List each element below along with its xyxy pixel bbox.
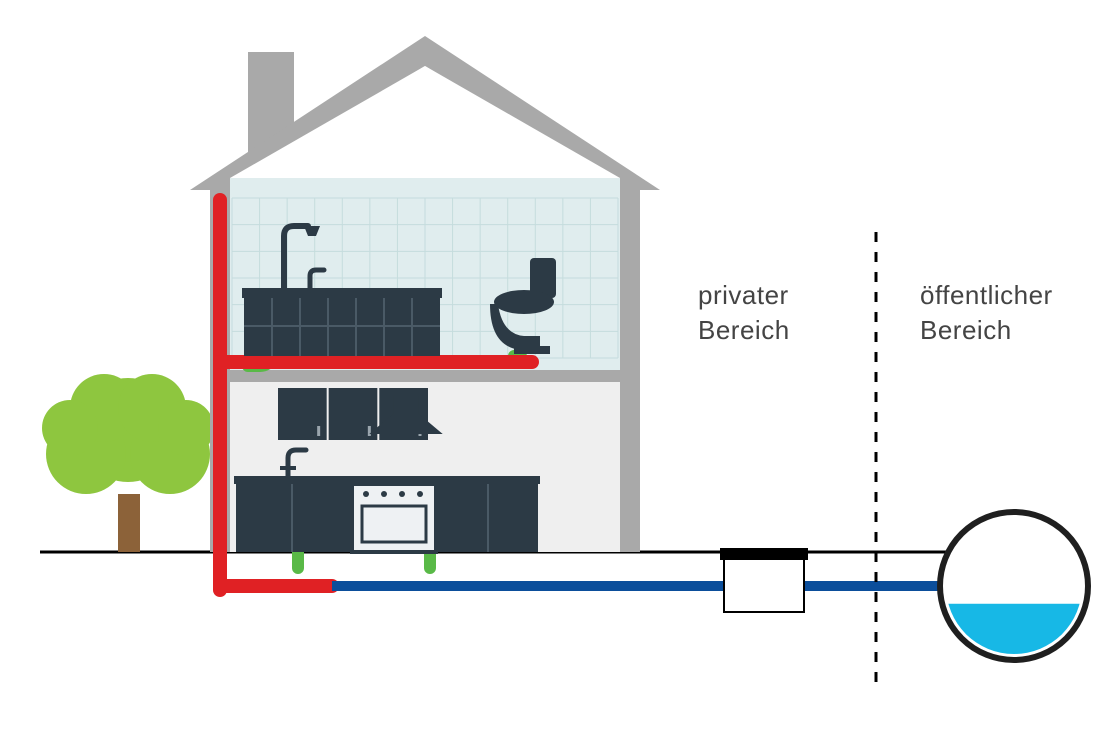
upper-cabinets [278, 388, 443, 440]
label-public-line2: Bereich [920, 315, 1012, 345]
sewer-main-icon [940, 512, 1088, 746]
label-public-area: öffentlicher Bereich [920, 278, 1053, 348]
inspection-chamber [720, 548, 808, 612]
label-private-line1: privater [698, 280, 789, 310]
label-private-line2: Bereich [698, 315, 790, 345]
label-private-area: privater Bereich [698, 278, 790, 348]
label-public-line1: öffentlicher [920, 280, 1053, 310]
tree-icon [42, 374, 214, 552]
